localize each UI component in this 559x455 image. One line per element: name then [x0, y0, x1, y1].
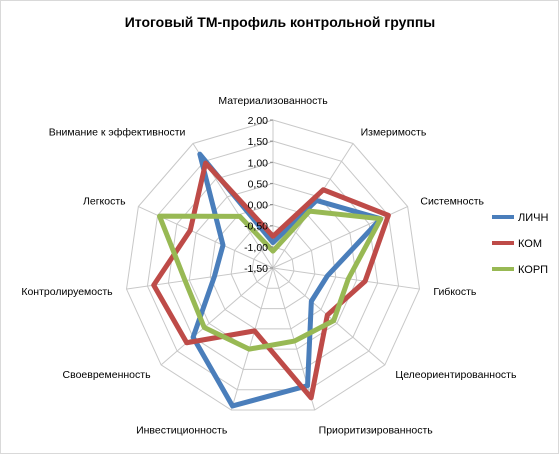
- legend-label: ЛИЧН: [518, 212, 548, 224]
- grid-ring: [230, 225, 316, 310]
- category-label: Контролируемость: [21, 286, 113, 298]
- radar-series: [151, 151, 391, 409]
- grid-spoke: [126, 267, 274, 290]
- category-label: Целеориентированность: [395, 369, 517, 381]
- tick-label: 0,00: [248, 200, 269, 212]
- category-label: Материализованность: [218, 95, 328, 107]
- grid-ring: [125, 119, 421, 411]
- chart-title: Итоговый ТМ-профиль контрольной группы: [125, 14, 436, 30]
- tick-label: 2,00: [248, 115, 269, 127]
- category-label: Инвестиционность: [136, 424, 228, 436]
- category-label: Системность: [420, 196, 484, 208]
- grid-spoke: [230, 267, 274, 411]
- legend: ЛИЧН КОМ КОРП: [492, 212, 548, 276]
- tick-label: -0,50: [244, 221, 268, 233]
- tick-label: 1,00: [248, 157, 269, 169]
- tick-label: -1,00: [244, 242, 268, 254]
- category-label: Легкость: [83, 196, 126, 208]
- category-label: Внимание к эффективности: [49, 127, 186, 139]
- category-label: Гибкость: [433, 286, 477, 298]
- category-label: Своевременность: [63, 369, 152, 381]
- legend-label: КОМ: [518, 238, 542, 250]
- category-labels: Материализованность Измеримость Системност…: [21, 95, 517, 436]
- category-label: Приоритизированность: [319, 424, 434, 436]
- grid-spoke: [160, 267, 274, 366]
- series-line-КОМ: [151, 160, 391, 401]
- grid-ring: [251, 246, 295, 289]
- radial-axis-ticks: -1,50 -1,00 -0,50 0,00 0,50 1,00 1,50 2,00: [244, 115, 273, 275]
- tick-label: 0,50: [248, 178, 269, 190]
- series-line-КОРП: [157, 208, 384, 352]
- grid-spoke: [272, 206, 408, 269]
- category-label: Измеримость: [361, 127, 427, 139]
- tick-label: 1,50: [248, 136, 269, 148]
- tick-label: -1,50: [244, 263, 268, 275]
- legend-label: КОРП: [518, 264, 548, 276]
- grid-ring: [146, 140, 400, 391]
- radar-grid: [125, 119, 421, 411]
